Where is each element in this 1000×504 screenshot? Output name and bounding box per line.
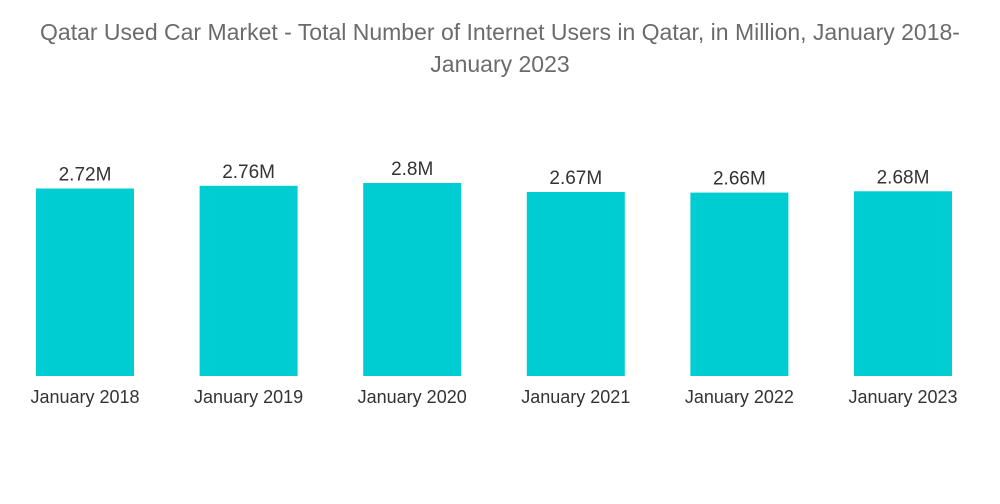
chart-title: Qatar Used Car Market - Total Number of …	[40, 19, 960, 77]
bar-january-2021	[526, 192, 625, 376]
data-label: 2.72M	[59, 165, 112, 186]
bar-january-2022	[690, 192, 789, 376]
bar-january-2018	[36, 188, 134, 376]
bar-january-2019	[199, 185, 298, 376]
x-tick-label: January 2021	[521, 387, 630, 407]
x-tick-label: January 2023	[848, 387, 957, 407]
x-axis-tick-labels: January 2018 January 2019 January 2020 Janu…	[30, 387, 957, 407]
x-tick-label: January 2022	[685, 387, 794, 407]
data-label: 2.76M	[222, 162, 275, 183]
data-label: 2.8M	[391, 159, 433, 180]
bar-january-2020	[363, 183, 462, 376]
bar-january-2023	[854, 191, 952, 376]
data-label: 2.67M	[549, 168, 602, 189]
data-label: 2.66M	[713, 169, 766, 190]
x-tick-label: January 2018	[30, 387, 139, 407]
x-tick-label: January 2020	[358, 387, 467, 407]
bars-group	[36, 183, 952, 376]
x-tick-label: January 2019	[194, 387, 303, 407]
data-label: 2.68M	[877, 167, 930, 188]
data-labels-group: 2.72M 2.76M 2.8M 2.67M 2.66M 2.68M	[59, 159, 930, 190]
